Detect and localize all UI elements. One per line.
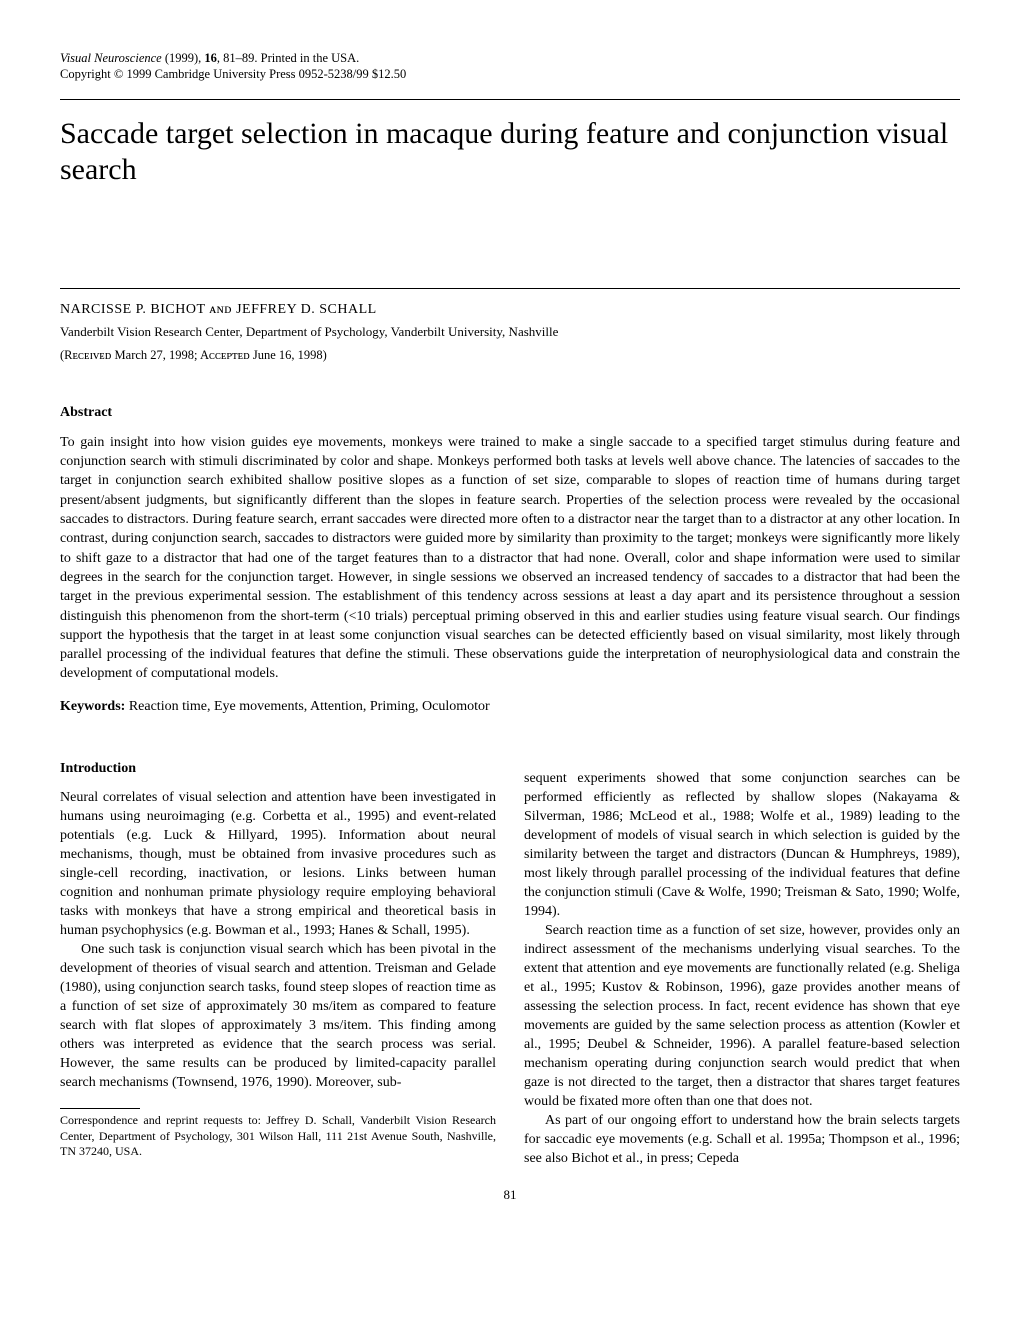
page-number: 81 [60,1186,960,1204]
journal-year: (1999), [162,51,205,65]
affiliation: Vanderbilt Vision Research Center, Depar… [60,323,960,341]
journal-name: Visual Neuroscience [60,51,162,65]
abstract-body: To gain insight into how vision guides e… [60,433,960,684]
received-accepted-dates: (Rᴇᴄᴇɪᴠᴇᴅ March 27, 1998; Aᴄᴄᴇᴘᴛᴇᴅ June … [60,347,960,364]
two-column-body: Introduction Neural correlates of visual… [60,737,960,1169]
keywords-text: Reaction time, Eye movements, Attention,… [125,699,489,714]
article-title: Saccade target selection in macaque duri… [60,116,960,188]
left-column: Introduction Neural correlates of visual… [60,737,496,1169]
journal-pages: , 81–89. Printed in the USA. [217,51,359,65]
intro-p2: One such task is conjunction visual sear… [60,940,496,1092]
footnote-rule [60,1108,140,1109]
keywords-line: Keywords: Reaction time, Eye movements, … [60,698,960,717]
author-rule [60,288,960,289]
abstract-heading: Abstract [60,404,960,423]
right-column: sequent experiments showed that some con… [524,737,960,1169]
journal-volume: 16 [204,51,217,65]
intro-p3: sequent experiments showed that some con… [524,769,960,921]
authors: NARCISSE P. BICHOT ᴀɴᴅ JEFFREY D. SCHALL [60,301,960,320]
journal-copyright: Copyright © 1999 Cambridge University Pr… [60,67,406,81]
intro-p4: Search reaction time as a function of se… [524,921,960,1111]
authors-block: NARCISSE P. BICHOT ᴀɴᴅ JEFFREY D. SCHALL… [60,301,960,364]
journal-header: Visual Neuroscience (1999), 16, 81–89. P… [60,50,960,83]
intro-p1: Neural correlates of visual selection an… [60,788,496,940]
intro-p5: As part of our ongoing effort to underst… [524,1111,960,1168]
introduction-heading: Introduction [60,759,496,778]
keywords-label: Keywords: [60,699,125,714]
correspondence-footnote: Correspondence and reprint requests to: … [60,1113,496,1160]
top-rule [60,99,960,100]
